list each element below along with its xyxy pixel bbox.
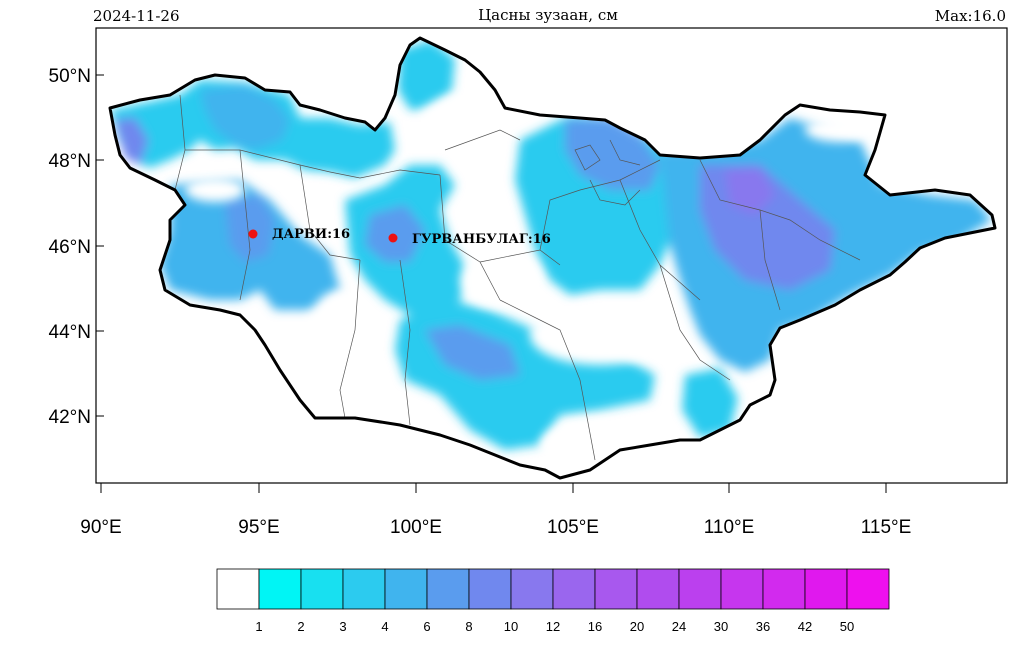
- lon-tick-label: 95°E: [238, 517, 279, 538]
- snow-area-darvi: [225, 195, 275, 262]
- station-darvi: ДАРВИ:16: [248, 227, 350, 242]
- lon-tick-label: 115°E: [861, 517, 912, 538]
- date-label: 2024-11-26: [93, 7, 179, 25]
- colorbar-tick-label: 2: [297, 619, 304, 634]
- lat-tick-label: 44°N: [49, 322, 91, 343]
- colorbar-swatch: [636, 568, 680, 610]
- country-border: [108, 36, 997, 480]
- no-snow-gap-west: [185, 178, 245, 202]
- colorbar-swatch: [762, 568, 806, 610]
- no-snow-gap-north: [420, 95, 500, 145]
- colorbar-swatch: [720, 568, 764, 610]
- colorbar-swatch: [342, 568, 386, 610]
- lat-tick-label: 48°N: [49, 151, 91, 172]
- snow-area-gurvanbulag: [365, 205, 425, 262]
- colorbar-swatch: [300, 568, 344, 610]
- colorbar-legend: 1 2 3 4 6 8 10 12 16 20 24 30 36 42 50: [216, 568, 890, 634]
- colorbar-swatch: [468, 568, 512, 610]
- colorbar-tick-label: 30: [714, 619, 728, 634]
- colorbar-swatch: [804, 568, 848, 610]
- map-title: Цасны зузаан, см: [478, 6, 618, 24]
- snow-area-south-deep: [425, 325, 520, 380]
- station-marker: [388, 233, 398, 243]
- no-snow-gap-northeast: [805, 118, 875, 142]
- colorbar-tick-label: 4: [381, 619, 388, 634]
- no-snow-gap-center: [460, 252, 540, 308]
- station-marker: [248, 229, 258, 239]
- snow-area-north-lake: [398, 40, 455, 110]
- colorbar-swatch: [510, 568, 554, 610]
- colorbar-tick-label: 8: [465, 619, 472, 634]
- lon-tick-label: 105°E: [547, 517, 599, 538]
- max-value-label: Max:16.0: [935, 7, 1006, 25]
- no-snow-gap-altai: [305, 290, 375, 390]
- colorbar-tick-label: 42: [798, 619, 812, 634]
- colorbar-tick-label: 24: [672, 619, 686, 634]
- lon-tick-label: 100°E: [390, 517, 442, 538]
- colorbar-tick-label: 12: [546, 619, 560, 634]
- colorbar-tick-label: 20: [630, 619, 644, 634]
- colorbar-swatch: [384, 568, 428, 610]
- colorbar-tick-label: 1: [255, 619, 262, 634]
- snow-area-uvs: [200, 85, 290, 150]
- province-boundaries: [174, 94, 861, 461]
- colorbar-swatch: [846, 568, 890, 610]
- colorbar-swatch: [216, 568, 260, 610]
- station-label: ГУРВАНБУЛАГ:16: [412, 232, 551, 247]
- colorbar-tick-label: 6: [423, 619, 430, 634]
- snow-area-south-east: [682, 368, 738, 438]
- longitude-axis: 90°E 95°E 100°E 105°E 110°E 115°E: [80, 483, 911, 538]
- lat-tick-label: 42°N: [49, 407, 91, 428]
- colorbar-swatch: [426, 568, 470, 610]
- colorbar-swatch: [258, 568, 302, 610]
- lat-tick-label: 46°N: [49, 237, 91, 258]
- latitude-axis: 50°N 48°N 46°N 44°N 42°N: [49, 66, 104, 428]
- colorbar-swatch: [552, 568, 596, 610]
- lon-tick-label: 90°E: [80, 517, 121, 538]
- station-label: ДАРВИ:16: [272, 227, 350, 242]
- no-snow-gap-gobi: [530, 305, 670, 365]
- colorbar-tick-label: 36: [756, 619, 770, 634]
- colorbar-tick-label: 10: [504, 619, 518, 634]
- station-gurvanbulag: ГУРВАНБУЛАГ:16: [388, 232, 551, 247]
- colorbar-tick-label: 3: [339, 619, 346, 634]
- snow-area-east-deepest: [725, 168, 775, 215]
- colorbar-swatch: [678, 568, 722, 610]
- lon-tick-label: 110°E: [704, 517, 755, 538]
- lat-tick-label: 50°N: [49, 66, 91, 87]
- snow-area-northwest-deep: [115, 118, 148, 165]
- colorbar-swatch: [594, 568, 638, 610]
- colorbar-tick-label: 50: [840, 619, 854, 634]
- colorbar-tick-label: 16: [588, 619, 602, 634]
- snow-depth-fields: [110, 40, 992, 470]
